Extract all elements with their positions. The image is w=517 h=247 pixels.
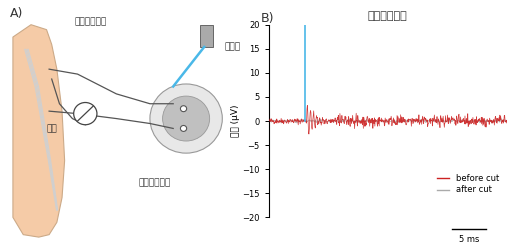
Y-axis label: 振幅 (μV): 振幅 (μV) (231, 105, 239, 137)
Circle shape (162, 96, 210, 141)
Bar (201, 25, 214, 47)
Text: A): A) (10, 7, 24, 21)
Text: 光刺激: 光刺激 (225, 42, 241, 51)
Circle shape (150, 84, 222, 153)
Text: B): B) (261, 12, 275, 25)
Title: 運動神経電位: 運動神経電位 (368, 11, 407, 21)
Legend: before cut, after cut: before cut, after cut (433, 171, 503, 198)
Circle shape (180, 125, 187, 131)
Polygon shape (13, 25, 65, 237)
Circle shape (74, 103, 97, 125)
Text: 運動神経軸索: 運動神経軸索 (139, 178, 171, 187)
Text: 感覚神経軸索: 感覚神経軸索 (74, 18, 107, 27)
Circle shape (180, 106, 187, 112)
Text: 5 ms: 5 ms (459, 235, 479, 244)
Text: 記録: 記録 (47, 124, 57, 133)
